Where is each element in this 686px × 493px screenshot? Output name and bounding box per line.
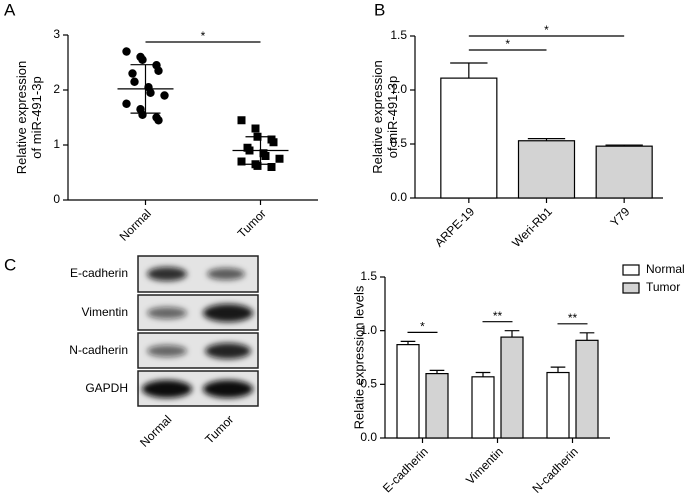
x-tick-label: Tumor bbox=[235, 206, 269, 240]
error-bar bbox=[504, 330, 520, 338]
bar bbox=[440, 77, 498, 199]
y-tick-label: 0 bbox=[53, 192, 60, 206]
x-tick-label: Vimentin bbox=[463, 444, 506, 487]
blot-row-label: N-cadherin bbox=[69, 343, 128, 357]
legend-swatch bbox=[622, 264, 640, 276]
error-bar bbox=[550, 366, 566, 373]
bar bbox=[425, 373, 449, 439]
point bbox=[154, 116, 163, 125]
y-tick-label: 1.5 bbox=[390, 28, 407, 42]
point bbox=[275, 154, 284, 163]
x-tick-label: Normal bbox=[117, 206, 154, 243]
bar bbox=[575, 339, 599, 439]
blot-row-label: GAPDH bbox=[85, 381, 128, 395]
point bbox=[122, 99, 131, 108]
y-axis-label: Relative expression bbox=[370, 60, 385, 173]
x-tick-label: ARPE-19 bbox=[432, 204, 478, 250]
y-axis-label: of miR-491-3p bbox=[385, 76, 400, 158]
bar bbox=[595, 145, 653, 199]
legend-swatch bbox=[622, 282, 640, 294]
y-tick-label: 0.5 bbox=[360, 377, 377, 391]
error-bar bbox=[450, 62, 488, 79]
y-tick-label: 0.0 bbox=[360, 430, 377, 444]
point bbox=[267, 163, 276, 171]
y-tick-label: 1.5 bbox=[360, 269, 377, 283]
significance-label: * bbox=[505, 37, 510, 51]
y-tick-label: 0.0 bbox=[390, 190, 407, 204]
bar bbox=[500, 336, 524, 439]
error-bar bbox=[475, 371, 491, 377]
y-tick-label: 1.0 bbox=[390, 82, 407, 96]
y-tick-label: 1 bbox=[53, 137, 60, 151]
point bbox=[160, 91, 169, 100]
significance-label: * bbox=[201, 29, 206, 43]
panel-label: A bbox=[4, 0, 16, 19]
blot-row-label: Vimentin bbox=[82, 305, 128, 319]
y-tick-label: 3 bbox=[53, 27, 60, 41]
point bbox=[130, 77, 139, 86]
sd-bar bbox=[130, 64, 161, 114]
point bbox=[261, 152, 270, 160]
blot-column-label: Tumor bbox=[202, 412, 236, 446]
point bbox=[253, 161, 262, 170]
y-tick-label: 2 bbox=[53, 82, 60, 96]
y-axis-label: Relatie expression levels bbox=[351, 285, 366, 429]
blot-column-label: Normal bbox=[137, 412, 174, 449]
western-blot: E-cadherin Vimentin N-cadherin GAPDH Nor… bbox=[69, 255, 259, 450]
y-axis-label: of miR-491-3p bbox=[29, 76, 44, 158]
bar bbox=[396, 344, 420, 439]
point bbox=[128, 69, 137, 78]
point bbox=[251, 124, 260, 133]
y-axis-label: Relative expression bbox=[14, 61, 29, 174]
significance-label: ** bbox=[568, 311, 578, 325]
point bbox=[138, 55, 147, 64]
point bbox=[237, 116, 246, 125]
legend-label: Tumor bbox=[646, 280, 680, 294]
x-tick-label: E-cadherin bbox=[380, 444, 431, 493]
bar bbox=[471, 376, 495, 439]
bar bbox=[546, 371, 570, 439]
error-bar bbox=[579, 332, 595, 341]
point bbox=[269, 138, 278, 147]
point bbox=[237, 157, 246, 166]
point bbox=[146, 88, 155, 97]
x-tick-label: Y79 bbox=[608, 204, 633, 229]
x-tick-label: N-cadherin bbox=[529, 444, 580, 493]
significance-label: * bbox=[420, 320, 425, 334]
x-tick-label: Weri-Rb1 bbox=[509, 204, 555, 250]
legend-label: Normal bbox=[646, 262, 685, 276]
point bbox=[154, 66, 163, 75]
sd-bar bbox=[245, 136, 276, 165]
blot-row-label: E-cadherin bbox=[70, 266, 128, 280]
point bbox=[122, 47, 131, 56]
panel-label: B bbox=[374, 0, 385, 19]
significance-label: ** bbox=[493, 309, 503, 323]
y-tick-label: 1.0 bbox=[360, 323, 377, 337]
significance-label: * bbox=[544, 23, 549, 37]
y-tick-label: 0.5 bbox=[390, 136, 407, 150]
bar bbox=[517, 140, 576, 199]
panel-label: C bbox=[4, 255, 16, 274]
